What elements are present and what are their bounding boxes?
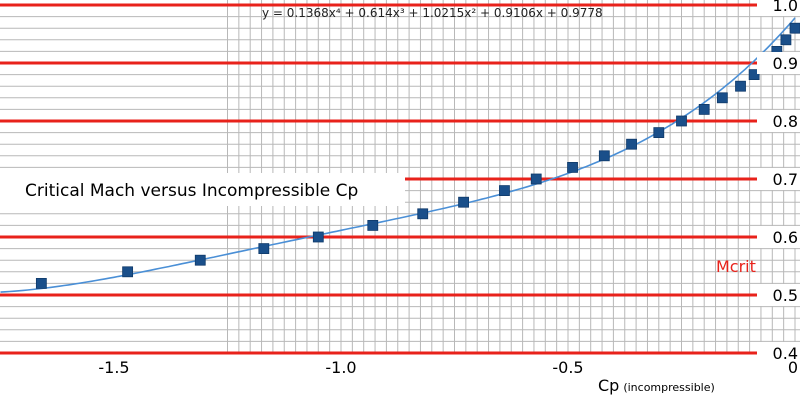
y-tick-label: 0.7 [773,170,798,189]
labels-layer: y = 0.1368x⁴ + 0.614x³ + 1.0215x² + 0.91… [0,6,756,395]
y-tick-label: 0.4 [773,344,798,363]
data-point [35,277,47,289]
y-tick-label-background [757,110,800,132]
x-tick-label: -0.5 [552,358,583,377]
x-axis-label-sub: (incompressible) [623,381,714,394]
title-background [0,173,405,206]
y-tick-label: 0.8 [773,112,798,131]
data-points-layer [35,22,800,289]
x-tick-label: -1.0 [325,358,356,377]
y-axis-label: Mcrit [716,257,756,276]
data-point [716,92,728,104]
data-point [676,115,687,127]
y-tick-label-background [757,342,800,364]
data-point [417,208,429,220]
y-tick-label: 0.9 [773,54,798,73]
y-tick-label: 0.6 [773,228,798,247]
trendline-equation: y = 0.1368x⁴ + 0.614x³ + 1.0215x² + 0.91… [262,6,603,20]
data-point [780,34,792,46]
x-tick-label: 0 [788,358,798,377]
y-tick-label-background [757,52,800,74]
x-axis-label-main: Cp [598,376,619,395]
data-point [748,69,760,80]
data-point [698,104,710,115]
y-tick-label-background [757,226,800,248]
data-point [367,219,379,231]
y-tick-label-background [757,284,800,306]
y-tick-label: 1.0 [773,0,798,15]
y-tick-label: 0.5 [773,286,798,305]
data-point [567,161,578,173]
data-point [258,243,270,255]
data-point [653,127,665,138]
data-point [194,254,206,266]
x-tick-label: -1.5 [98,358,129,377]
y-tick-labels: 0.4 0.5 0.6 0.7 0.8 0.9 1.0 [757,0,800,364]
y-tick-label-background [757,0,800,16]
data-point [122,266,134,278]
data-point [499,185,510,197]
data-point [458,196,469,208]
data-point [789,22,800,34]
x-tick-labels: -1.5 -1.0 -0.5 0 [98,358,798,377]
chart-title: Critical Mach versus Incompressible Cp [25,181,358,201]
y-tick-label-background [757,168,800,190]
data-point [598,150,610,162]
data-point [530,173,542,185]
data-point [312,231,324,243]
data-point [735,80,746,92]
data-point [626,138,637,150]
x-axis-label: Cp (incompressible) [598,376,715,395]
